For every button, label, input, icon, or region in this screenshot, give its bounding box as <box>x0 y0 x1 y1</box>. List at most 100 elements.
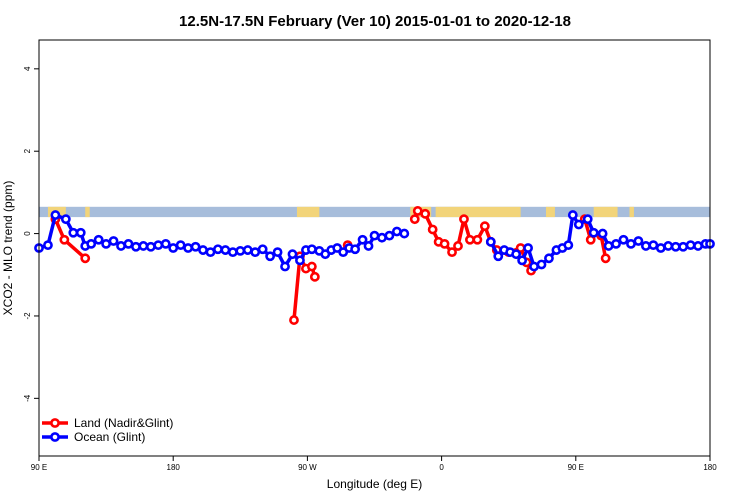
data-point <box>640 241 651 251</box>
data-point <box>287 249 298 260</box>
data-point <box>536 259 547 270</box>
data-point <box>648 240 659 251</box>
y-tick-label: 0 <box>23 231 32 236</box>
data-point <box>479 221 490 232</box>
data-point <box>369 230 380 241</box>
legend: Land (Nadir&Glint)Ocean (Glint) <box>42 416 173 444</box>
data-point <box>198 245 208 255</box>
data-point <box>145 241 156 252</box>
data-point <box>485 236 496 247</box>
data-point <box>567 210 578 220</box>
data-point <box>183 243 194 253</box>
data-point <box>295 255 305 266</box>
data-point <box>153 240 164 251</box>
data-point <box>493 251 504 262</box>
data-point <box>678 241 689 252</box>
land-band-segment <box>629 206 634 218</box>
data-point <box>257 244 268 255</box>
data-point <box>272 247 283 258</box>
data-point <box>190 241 201 252</box>
data-point <box>600 253 611 264</box>
chart-title: 12.5N-17.5N February (Ver 10) 2015-01-01… <box>179 13 571 30</box>
data-point <box>168 243 179 253</box>
x-axis: 90 E 180 90 W 0 90 E 180 <box>31 456 717 472</box>
data-point <box>306 261 317 272</box>
legend-marker <box>50 432 60 442</box>
data-point <box>459 214 469 225</box>
data-point <box>427 224 438 235</box>
legend-marker <box>50 418 60 428</box>
data-point <box>663 241 674 251</box>
data-point <box>384 230 395 241</box>
data-point <box>563 240 574 251</box>
data-point <box>86 238 97 249</box>
data-point <box>101 238 111 249</box>
x-tick-label: 90 E <box>31 463 47 472</box>
y-axis-label: XCO2 - MLO trend (ppm) <box>1 181 15 316</box>
legend-label: Land (Nadir&Glint) <box>74 416 173 430</box>
series-land <box>50 206 611 325</box>
data-point <box>93 234 104 245</box>
data-point <box>611 238 621 249</box>
data-point <box>597 228 608 239</box>
data-point <box>447 247 457 258</box>
data-point <box>68 227 79 238</box>
data-point <box>59 234 70 245</box>
plot-frame <box>38 39 711 457</box>
data-point <box>43 240 53 251</box>
land-band-segment <box>296 206 320 218</box>
data-point <box>227 247 238 258</box>
x-tick-label: 180 <box>167 463 181 472</box>
y-tick-label: 2 <box>23 148 32 153</box>
data-point <box>75 227 86 238</box>
data-point <box>453 241 463 251</box>
ocean-band <box>39 206 710 218</box>
land-band-segment <box>545 206 555 218</box>
data-point <box>357 234 368 245</box>
y-axis: -4 -2 0 2 4 <box>23 66 39 402</box>
legend-label: Ocean (Glint) <box>74 430 145 444</box>
data-point <box>391 226 402 237</box>
data-point <box>399 228 410 239</box>
data-point <box>573 219 584 230</box>
y-tick-label: 4 <box>23 66 32 71</box>
data-point <box>472 234 483 245</box>
data-point <box>409 214 420 225</box>
data-point <box>265 251 276 262</box>
land-band-segment <box>85 206 90 218</box>
data-point <box>544 253 554 264</box>
data-point <box>693 241 703 251</box>
series-ocean <box>34 210 715 272</box>
land-band-segment <box>593 206 618 218</box>
x-axis-label: Longitude (deg E) <box>327 477 422 491</box>
data-point <box>529 261 539 272</box>
data-point <box>220 245 231 255</box>
data-point <box>618 234 629 245</box>
data-point <box>123 238 134 249</box>
data-point <box>363 241 374 251</box>
data-point <box>670 241 681 252</box>
data-point <box>60 214 71 225</box>
data-point <box>655 243 666 253</box>
data-point <box>377 232 387 243</box>
data-point <box>280 261 290 272</box>
data-point <box>289 315 299 325</box>
data-point <box>306 244 317 255</box>
data-point <box>213 244 223 255</box>
data-point <box>626 238 636 249</box>
y-tick-label: -4 <box>23 394 32 402</box>
data-point <box>350 244 361 255</box>
data-point <box>633 236 644 246</box>
x-tick-label: 90 E <box>568 463 584 472</box>
data-point <box>465 234 475 245</box>
data-point <box>138 241 149 251</box>
data-point <box>50 210 61 220</box>
data-point <box>517 255 528 266</box>
data-point <box>420 208 431 219</box>
data-point <box>603 241 614 251</box>
data-point <box>582 214 593 225</box>
x-tick-label: 90 W <box>298 463 317 472</box>
data-point <box>588 227 599 238</box>
land-band-segment <box>435 206 521 218</box>
